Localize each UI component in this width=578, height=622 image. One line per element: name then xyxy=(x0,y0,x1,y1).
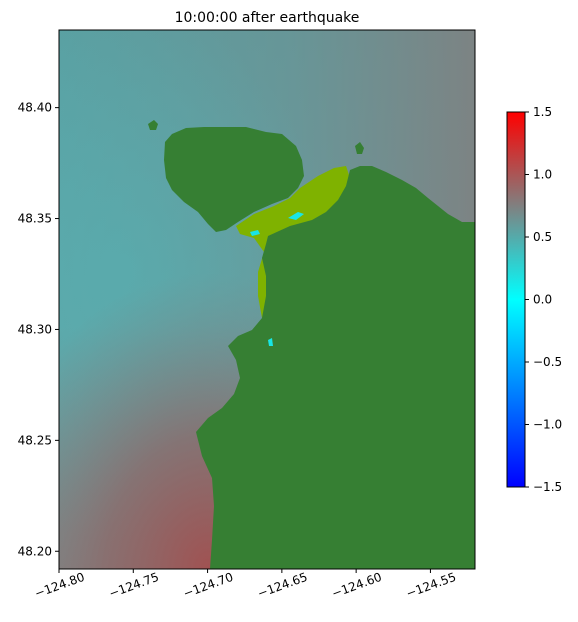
colorbar-tick-label: −1.0 xyxy=(533,418,562,432)
islet-north xyxy=(148,120,158,130)
x-tick-label: −124.80 xyxy=(33,570,87,601)
y-tick-label: 48.35 xyxy=(18,212,52,226)
channel-highlight-1 xyxy=(288,212,304,220)
islet-northeast xyxy=(355,142,364,154)
x-tick-label: −124.65 xyxy=(256,570,310,601)
landmass-main xyxy=(196,166,475,569)
y-tick-label: 48.20 xyxy=(18,544,52,558)
colorbar-gradient xyxy=(506,111,526,488)
colorbar-tick-label: −0.5 xyxy=(533,355,562,369)
channel-highlight-2 xyxy=(250,230,260,236)
x-tick-label: −124.70 xyxy=(181,570,235,601)
inundation-zone xyxy=(236,166,350,430)
x-tick-label: −124.55 xyxy=(404,570,458,601)
y-axis: 48.20 48.25 48.30 48.35 48.40 xyxy=(18,101,59,558)
colorbar-tick-label: −1.5 xyxy=(533,480,562,494)
colorbar-tick-label: 0.5 xyxy=(533,230,552,244)
colorbar-tick-label: 1.0 xyxy=(533,168,552,182)
x-tick-label: −124.60 xyxy=(330,570,384,601)
y-tick-label: 48.40 xyxy=(18,101,52,115)
colorbar-tick-label: 1.5 xyxy=(533,105,552,119)
colorbar: −1.5 −1.0 −0.5 0.0 0.5 1.0 1.5 xyxy=(506,105,562,494)
y-tick-label: 48.30 xyxy=(18,322,52,336)
landmass-northwest xyxy=(164,127,304,232)
y-tick-label: 48.25 xyxy=(18,433,52,447)
map-axes xyxy=(59,30,475,569)
x-axis: −124.80 −124.75 −124.70 −124.65 −124.60 −124.… xyxy=(33,569,458,601)
map-frame xyxy=(58,29,476,570)
x-tick-label: −124.75 xyxy=(107,570,161,601)
colorbar-ticks: −1.5 −1.0 −0.5 0.0 0.5 1.0 1.5 xyxy=(525,105,562,494)
colorbar-tick-label: 0.0 xyxy=(533,293,552,307)
channel-highlight-3 xyxy=(268,338,273,346)
map-title: 10:00:00 after earthquake xyxy=(175,10,360,26)
